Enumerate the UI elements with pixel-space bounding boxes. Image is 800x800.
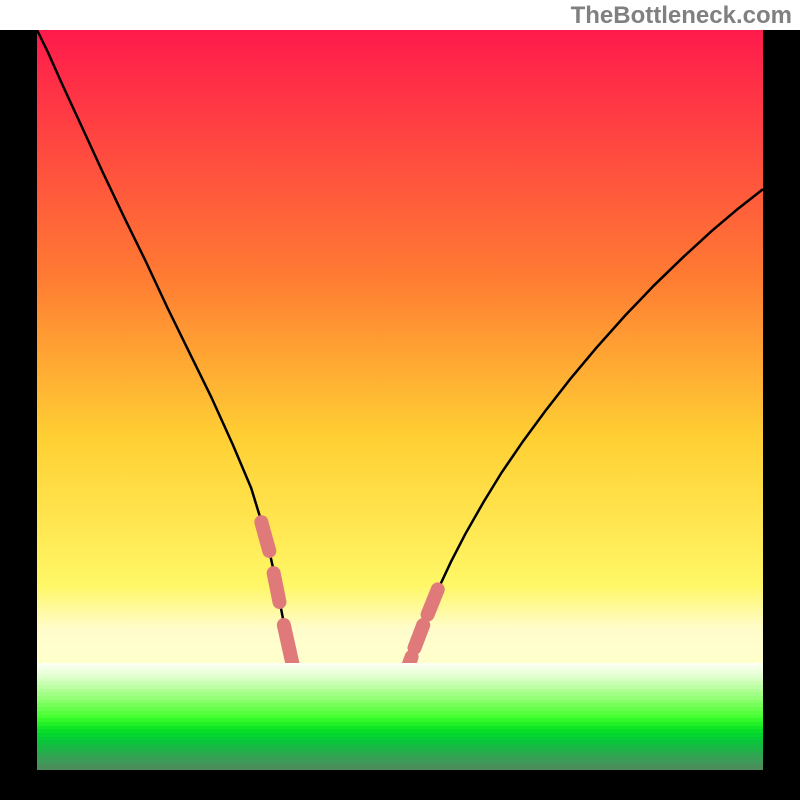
highlight-segment	[415, 625, 424, 648]
highlight-segment	[297, 684, 304, 713]
highlight-segment	[395, 687, 401, 703]
highlight-segment	[386, 710, 392, 725]
highlight-segment	[375, 733, 383, 747]
highlight-segment	[362, 753, 372, 765]
plot-area	[37, 30, 763, 770]
bottleneck-curve	[37, 30, 763, 770]
highlight-segment	[261, 522, 269, 551]
highlight-segment	[274, 573, 280, 602]
watermark-label: TheBottleneck.com	[571, 2, 792, 30]
highlight-segment	[284, 625, 293, 664]
highlight-segment	[404, 657, 412, 679]
highlight-segment	[307, 723, 317, 751]
chart-container: TheBottleneck.com	[0, 0, 800, 800]
highlight-segment	[428, 589, 438, 614]
chart-svg	[37, 30, 763, 770]
